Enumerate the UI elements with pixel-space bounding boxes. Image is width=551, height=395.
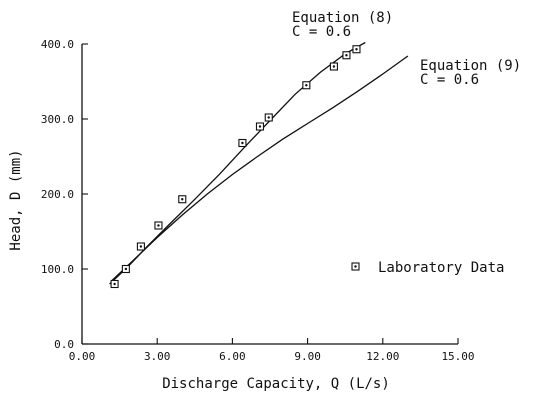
y-tick-label: 400.0: [41, 38, 74, 51]
data-point: [136, 242, 145, 251]
y-tick-label: 300.0: [41, 113, 74, 126]
x-axis-title: Discharge Capacity, Q (L/s): [162, 376, 390, 392]
x-tick-label: 3.00: [144, 350, 171, 363]
data-point-dot: [113, 282, 116, 286]
axes: [81, 44, 458, 345]
data-point: [121, 264, 130, 274]
y-tick-label: 0.0: [54, 338, 74, 351]
series-line-2: [111, 55, 409, 281]
annotation-eq9-line1: Equation (9): [420, 58, 521, 74]
data-point-dot: [258, 125, 262, 128]
annotation-eq9-line2: C = 0.6: [420, 72, 479, 88]
x-tick-label: 6.00: [219, 350, 246, 363]
x-tick-label: 9.00: [294, 350, 321, 363]
data-point: [178, 195, 187, 204]
ticks: 0.00 3.00 6.00 9.00 12.00 15.00 0.0 100.0 200.0 3…: [41, 38, 475, 363]
data-point-dot: [181, 198, 184, 201]
data-point-dot: [305, 84, 308, 87]
data-point-dot: [157, 224, 160, 227]
y-tick-label: 100.0: [41, 263, 74, 276]
data-point: [264, 113, 273, 122]
y-tick-label: 200.0: [41, 188, 74, 201]
data-point-dot: [139, 245, 143, 248]
legend: Laboratory Data: [351, 260, 504, 276]
annotation-eq8-line2: C = 0.6: [292, 24, 351, 40]
x-tick-label: 0.00: [69, 350, 96, 363]
data-point-dot: [332, 65, 336, 68]
data-point-dot: [345, 54, 348, 57]
legend-marker-dot: [354, 265, 357, 268]
data-point: [302, 81, 311, 90]
data-point: [329, 62, 338, 71]
curves: [109, 41, 409, 285]
y-axis-title: Head, D (mm): [8, 149, 24, 250]
data-point-dot: [355, 48, 358, 51]
data-point: [110, 279, 119, 289]
annotation-eq8-line1: Equation (8): [292, 10, 393, 26]
x-tick-label: 15.00: [441, 350, 474, 363]
x-tick-label: 12.00: [366, 350, 399, 363]
data-point: [352, 45, 361, 54]
data-point-dot: [241, 141, 244, 145]
series-line-1: [109, 41, 366, 285]
data-points: [110, 45, 361, 289]
data-point-dot: [124, 267, 128, 271]
data-point: [342, 51, 351, 60]
data-point: [154, 221, 163, 230]
data-point-dot: [267, 116, 270, 119]
data-point: [238, 138, 247, 148]
legend-label: Laboratory Data: [378, 260, 504, 276]
data-point: [255, 122, 265, 131]
